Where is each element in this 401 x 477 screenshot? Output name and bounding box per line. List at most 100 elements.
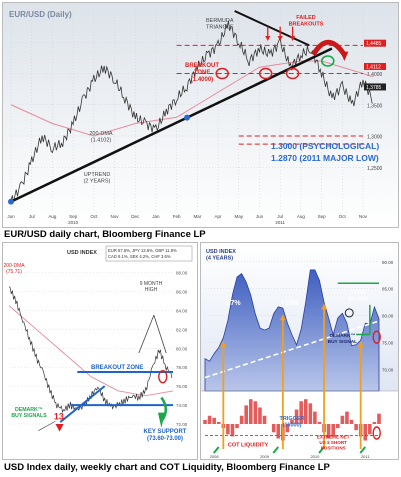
br-cot-bar-25 [317, 421, 322, 424]
br-annot-extreme-line-0: EXTREME NET [317, 434, 350, 439]
br-y-tick-4: 70.00 [382, 367, 394, 372]
br-cot-bar-1 [207, 415, 212, 424]
top-annot-breakout-line-1: ZONE [194, 70, 211, 76]
usd-caption: USD Index daily, weekly chart and COT Li… [4, 462, 330, 473]
usd-index-daily-chart: 88.00 86.00 84.00 82.00 80.00 78.00 76.00 74.00… [3, 243, 197, 459]
bl-y-tick-4: 80.00 [176, 346, 188, 351]
top-failed-arrowhead-0 [265, 36, 271, 41]
br-y-tick-3: 75.00 [382, 341, 394, 346]
br-annot-plus13: +13% [281, 300, 300, 307]
br-cot-bar-6 [230, 424, 235, 437]
top-breakout-circle-2 [285, 67, 300, 80]
br-cot-bar-8 [239, 415, 244, 424]
br-annot-plus10-line-1: SO FAR [348, 297, 369, 303]
bl-background [3, 243, 197, 459]
br-cot-bar-16 [276, 424, 281, 439]
top-x-tick-8: Feb [173, 214, 181, 219]
top-price-flag-1: 1,4112 [366, 65, 381, 71]
top-price-flag-0: 1,4485 [366, 41, 382, 47]
bl-annot-demark-line-1: BUY SIGNALS [11, 413, 47, 419]
top-breakout-circle-0 [215, 67, 229, 80]
bl-y-tick-2: 84.00 [176, 308, 188, 313]
br-x-tick-2: 2010 [310, 454, 320, 459]
br-annot-demark-line-0: DEMARK™ [329, 333, 355, 339]
top-background [3, 3, 398, 227]
usd-index-weekly-chart: 90.00 85.00 80.00 75.00 70.00 2008 2009 2010 201… [201, 243, 398, 459]
top-annot-bermuda-line-0: BERMUDA [206, 18, 234, 24]
br-green-arrow-1 [272, 446, 280, 454]
bl-red-triangle [55, 424, 64, 432]
br-orange-arrowhead-0 [220, 341, 227, 348]
top-200dma-line [10, 60, 374, 137]
br-demark-circle [344, 308, 354, 318]
top-x-tick-4: Oct [90, 214, 98, 219]
top-annot-uptrend-line-1: (2 YEARS) [84, 179, 111, 185]
br-red-circle-bottom [372, 426, 381, 440]
br-cot-bar-27 [326, 424, 331, 439]
top-uptrend-start-dot [8, 198, 14, 205]
br-title-line-1: (4 YEARS) [206, 256, 233, 262]
br-y-tick-1: 85.00 [382, 287, 394, 292]
br-cot-bar-24 [313, 411, 317, 424]
br-cot-bar-5 [226, 424, 230, 435]
bl-y-tick-5: 78.00 [176, 365, 188, 370]
top-y-tick-3: 1,3000 [367, 135, 383, 141]
br-cot-bar-13 [262, 415, 267, 424]
br-green-arrow-3 [359, 446, 367, 454]
br-cot-bar-23 [308, 403, 313, 424]
br-white-trendline [204, 320, 380, 379]
bl-triangle-line-a [138, 314, 155, 354]
br-annot-extreme-line-1: US $ SHORT [319, 440, 347, 445]
top-x-tick-7: Jan [152, 214, 160, 219]
top-x-tick-9: Mar [193, 214, 201, 219]
br-cot-bar-12 [258, 407, 262, 424]
top-red-arrowhead [340, 51, 349, 61]
top-x-tick-16: Oct [339, 214, 347, 219]
top-annot-failed-line-1: BREAKOUTS [289, 22, 324, 28]
bl-annot-ninemonth-line-1: HIGH [145, 287, 158, 293]
top-red-curved-arrow [311, 39, 347, 57]
bl-thirteen: 13 [54, 411, 64, 421]
bl-demark-pointer [38, 420, 56, 431]
br-cot-bar-32 [349, 419, 354, 424]
top-x-tick-11: May [235, 214, 244, 219]
bl-title: USD INDEX [67, 250, 97, 256]
bl-200dma-line [8, 305, 174, 397]
br-cot-bar-15 [271, 424, 276, 433]
br-cot-bar-18 [285, 424, 290, 433]
top-x-tick-10: Apr [215, 214, 223, 219]
br-cot-bar-0 [203, 419, 207, 424]
top-x-tick-15: Sep [318, 214, 327, 219]
top-x-tick-2: Aug [48, 214, 57, 219]
bl-annot-demark-line-0: DEMARK™ [15, 407, 43, 413]
eurusd-chart-panel: 1,45001,40001,35001,30001,2500JunJulAugS… [2, 2, 399, 228]
br-cot-bar-19 [290, 419, 294, 424]
bl-y-tick-1: 86.00 [176, 289, 188, 294]
top-uptrend-line [10, 47, 333, 203]
br-annot-demark-line-1: BUY SIGNAL [328, 339, 358, 345]
bl-y-tick-8: 72.00 [176, 422, 188, 427]
br-annot-trigger-line-1: (16000) [283, 422, 302, 428]
br-annot-cot: COT LIQUIDITY [228, 443, 269, 449]
top-x-tick-17: Nov [359, 214, 368, 219]
top-price-flag-bg-2 [364, 83, 386, 91]
top-green-circle [320, 55, 335, 67]
top-failed-arrowhead-1 [277, 36, 283, 41]
br-cot-bar-9 [244, 405, 249, 424]
br-y-tick-2: 80.00 [382, 314, 394, 319]
br-index-area [204, 269, 380, 392]
br-cot-bar-22 [303, 399, 308, 424]
top-y-tick-2: 1,3500 [367, 103, 383, 109]
br-cot-bar-30 [340, 415, 345, 424]
br-cot-bar-38 [377, 413, 381, 424]
br-cot-bar-33 [354, 424, 358, 431]
br-cot-bar-11 [253, 401, 258, 424]
br-orange-arrowhead-2 [321, 303, 328, 310]
br-annot-trigger-line-0: TRIGGER [279, 416, 304, 422]
bl-red-circle [158, 369, 168, 384]
usd-index-weekly-panel: 90.00 85.00 80.00 75.00 70.00 2008 2009 2010 201… [200, 242, 399, 460]
top-year-0: 2010 [68, 220, 79, 225]
top-price-flag-2: 1,3785 [366, 85, 382, 91]
top-annot-majorlow: 1.2870 (2011 MAJOR LOW) [271, 153, 379, 163]
bl-uptrend-line [59, 385, 106, 423]
